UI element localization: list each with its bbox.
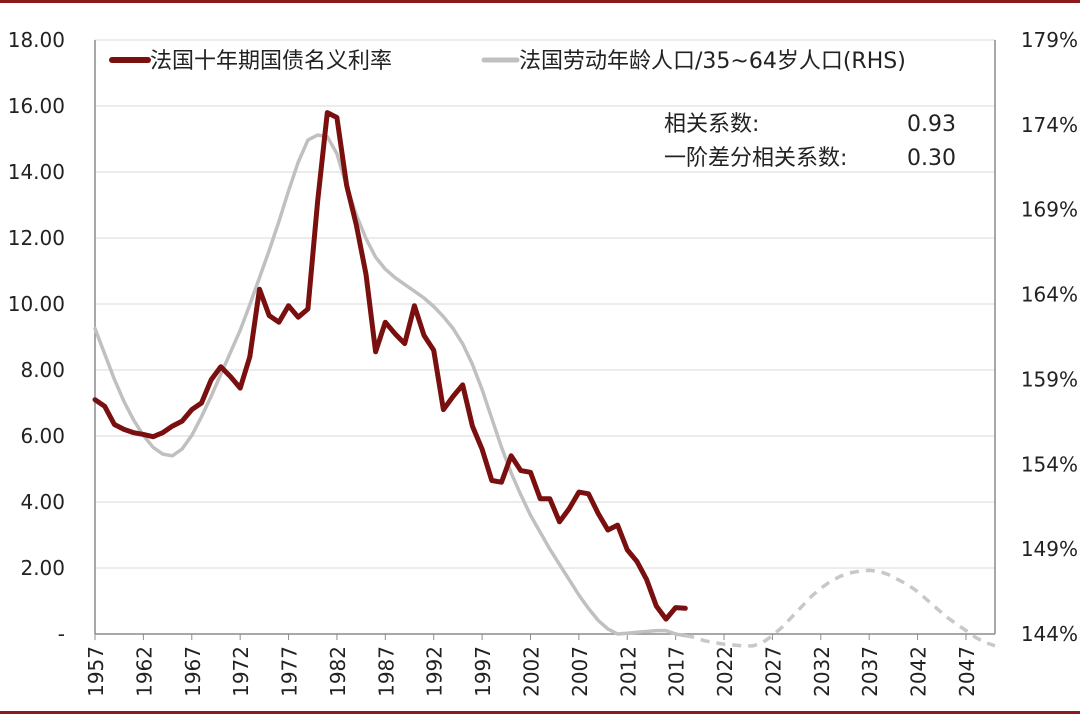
bottom-rule [0, 711, 1080, 714]
x-tick-label: 1982 [326, 646, 350, 697]
y-left-tick-label: 14.00 [8, 160, 65, 184]
series-layer [92, 110, 996, 648]
axes [94, 40, 996, 640]
y-left-tick-label: - [58, 622, 65, 646]
gridlines [95, 39, 995, 569]
diff-corr-label: 一阶差分相关系数: [664, 146, 847, 171]
x-tick-label: 2002 [519, 646, 543, 697]
correlation-box: 相关系数: 0.93 一阶差分相关系数: 0.30 [664, 112, 956, 171]
x-tick-label: 2012 [616, 646, 640, 697]
x-tick-label: 2007 [568, 646, 592, 697]
top-rule [0, 0, 1080, 3]
x-tick-label: 1962 [132, 646, 156, 697]
x-tick-label: 1997 [471, 646, 495, 697]
corr-value: 0.93 [907, 112, 956, 137]
y-right-tick-label: 179% [1021, 28, 1078, 52]
x-tick-label: 1977 [278, 646, 302, 697]
y-left-tick-label: 2.00 [20, 556, 65, 580]
series-line-pop_projection [684, 568, 996, 648]
x-tick-label: 1967 [181, 646, 205, 697]
x-tick-labels: 1957 1962 1967 1972 1977 1982 1987 1992 1997 2002… [84, 646, 979, 697]
y-right-tick-label: 164% [1021, 283, 1078, 307]
y-right-tick-label: 169% [1021, 198, 1078, 222]
y-right-tick-label: 149% [1021, 537, 1078, 561]
series-line-pop [93, 133, 688, 638]
legend: 法国十年期国债名义利率 法国劳动年龄人口/35~64岁人口(RHS) [109, 49, 906, 74]
corr-label: 相关系数: [664, 112, 759, 137]
y-right-tick-label: 154% [1021, 452, 1078, 476]
y-left-tick-label: 6.00 [20, 424, 65, 448]
y-left-tick-label: 8.00 [20, 358, 65, 382]
x-tick-label: 1957 [84, 646, 108, 697]
y-left-tick-label: 16.00 [8, 94, 65, 118]
x-tick-label: 1992 [423, 646, 447, 697]
series-line-bond [92, 110, 688, 622]
y-left-tick-label: 18.00 [8, 28, 65, 52]
y-right-tick-label: 159% [1021, 367, 1078, 391]
x-tick-label: 2017 [665, 646, 689, 697]
x-tick-label: 1987 [374, 646, 398, 697]
y-right-tick-label: 144% [1021, 622, 1078, 646]
x-tick-label: 2037 [858, 646, 882, 697]
y-right-tick-label: 174% [1021, 113, 1078, 137]
y-left-tick-labels: - 2.00 4.00 6.00 8.00 10.00 12.00 14.00 16.00 18.… [8, 28, 65, 646]
x-tick-label: 2032 [810, 646, 834, 697]
x-tick-label: 2022 [713, 646, 737, 697]
y-left-tick-label: 4.00 [20, 490, 65, 514]
legend-label-pop: 法国劳动年龄人口/35~64岁人口(RHS) [519, 49, 906, 74]
legend-label-bond: 法国十年期国债名义利率 [150, 49, 392, 74]
diff-corr-value: 0.30 [907, 146, 956, 171]
x-tick-label: 2047 [955, 646, 979, 697]
x-tick-label: 1972 [229, 646, 253, 697]
y-left-tick-label: 10.00 [8, 292, 65, 316]
x-tick-label: 2027 [761, 646, 785, 697]
y-left-tick-label: 12.00 [8, 226, 65, 250]
x-tick-label: 2042 [907, 646, 931, 697]
y-right-tick-labels: 144% 149% 154% 159% 164% 169% 174% 179% [1021, 28, 1078, 646]
